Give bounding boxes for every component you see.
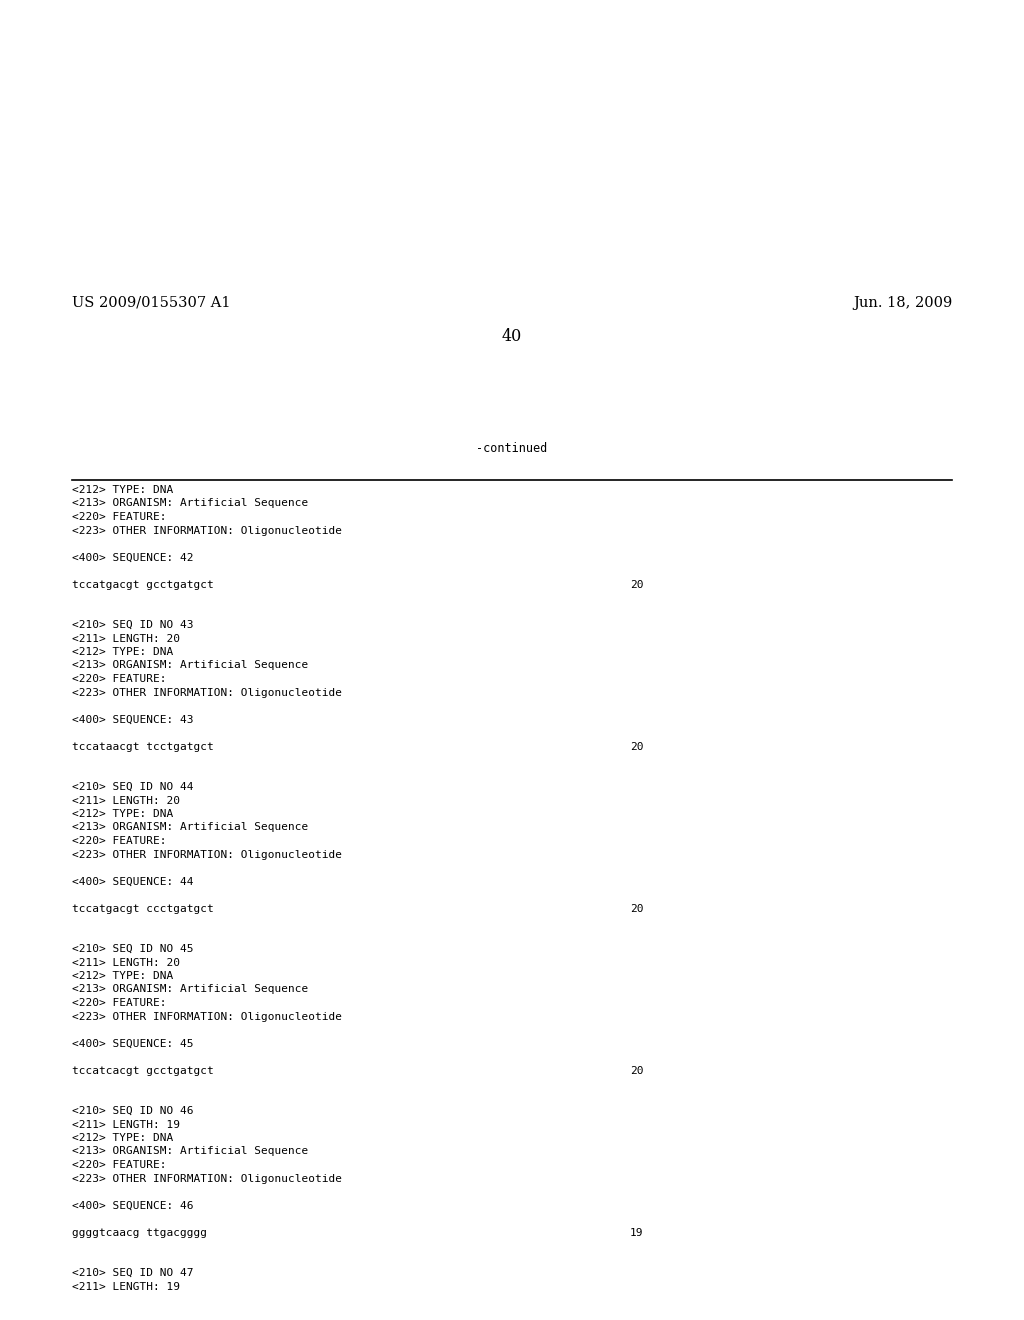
Text: <223> OTHER INFORMATION: Oligonucleotide: <223> OTHER INFORMATION: Oligonucleotide	[72, 525, 342, 536]
Text: <213> ORGANISM: Artificial Sequence: <213> ORGANISM: Artificial Sequence	[72, 660, 308, 671]
Text: <212> TYPE: DNA: <212> TYPE: DNA	[72, 809, 173, 818]
Text: 20: 20	[630, 903, 643, 913]
Text: <210> SEQ ID NO 44: <210> SEQ ID NO 44	[72, 781, 194, 792]
Text: <211> LENGTH: 19: <211> LENGTH: 19	[72, 1119, 180, 1130]
Text: <211> LENGTH: 20: <211> LENGTH: 20	[72, 957, 180, 968]
Text: <212> TYPE: DNA: <212> TYPE: DNA	[72, 647, 173, 657]
Text: Jun. 18, 2009: Jun. 18, 2009	[853, 296, 952, 310]
Text: <212> TYPE: DNA: <212> TYPE: DNA	[72, 484, 173, 495]
Text: 20: 20	[630, 1065, 643, 1076]
Text: tccatgacgt gcctgatgct: tccatgacgt gcctgatgct	[72, 579, 214, 590]
Text: <210> SEQ ID NO 45: <210> SEQ ID NO 45	[72, 944, 194, 954]
Text: tccataacgt tcctgatgct: tccataacgt tcctgatgct	[72, 742, 214, 751]
Text: US 2009/0155307 A1: US 2009/0155307 A1	[72, 296, 230, 310]
Text: tccatcacgt gcctgatgct: tccatcacgt gcctgatgct	[72, 1065, 214, 1076]
Text: <223> OTHER INFORMATION: Oligonucleotide: <223> OTHER INFORMATION: Oligonucleotide	[72, 850, 342, 859]
Text: <210> SEQ ID NO 43: <210> SEQ ID NO 43	[72, 620, 194, 630]
Text: 20: 20	[630, 579, 643, 590]
Text: <211> LENGTH: 20: <211> LENGTH: 20	[72, 634, 180, 644]
Text: <400> SEQUENCE: 42: <400> SEQUENCE: 42	[72, 553, 194, 562]
Text: <211> LENGTH: 19: <211> LENGTH: 19	[72, 1282, 180, 1291]
Text: <223> OTHER INFORMATION: Oligonucleotide: <223> OTHER INFORMATION: Oligonucleotide	[72, 688, 342, 697]
Text: <210> SEQ ID NO 47: <210> SEQ ID NO 47	[72, 1269, 194, 1278]
Text: <400> SEQUENCE: 43: <400> SEQUENCE: 43	[72, 714, 194, 725]
Text: <212> TYPE: DNA: <212> TYPE: DNA	[72, 972, 173, 981]
Text: ggggtcaacg ttgacgggg: ggggtcaacg ttgacgggg	[72, 1228, 207, 1238]
Text: <213> ORGANISM: Artificial Sequence: <213> ORGANISM: Artificial Sequence	[72, 1147, 308, 1156]
Text: -continued: -continued	[476, 442, 548, 455]
Text: tccatgacgt ccctgatgct: tccatgacgt ccctgatgct	[72, 903, 214, 913]
Text: <400> SEQUENCE: 45: <400> SEQUENCE: 45	[72, 1039, 194, 1048]
Text: <213> ORGANISM: Artificial Sequence: <213> ORGANISM: Artificial Sequence	[72, 499, 308, 508]
Text: <210> SEQ ID NO 46: <210> SEQ ID NO 46	[72, 1106, 194, 1115]
Text: <211> LENGTH: 20: <211> LENGTH: 20	[72, 796, 180, 805]
Text: <220> FEATURE:: <220> FEATURE:	[72, 836, 167, 846]
Text: <213> ORGANISM: Artificial Sequence: <213> ORGANISM: Artificial Sequence	[72, 985, 308, 994]
Text: <223> OTHER INFORMATION: Oligonucleotide: <223> OTHER INFORMATION: Oligonucleotide	[72, 1011, 342, 1022]
Text: 19: 19	[630, 1228, 643, 1238]
Text: <223> OTHER INFORMATION: Oligonucleotide: <223> OTHER INFORMATION: Oligonucleotide	[72, 1173, 342, 1184]
Text: <400> SEQUENCE: 46: <400> SEQUENCE: 46	[72, 1200, 194, 1210]
Text: <220> FEATURE:: <220> FEATURE:	[72, 1160, 167, 1170]
Text: <212> TYPE: DNA: <212> TYPE: DNA	[72, 1133, 173, 1143]
Text: 20: 20	[630, 742, 643, 751]
Text: <220> FEATURE:: <220> FEATURE:	[72, 512, 167, 521]
Text: <220> FEATURE:: <220> FEATURE:	[72, 675, 167, 684]
Text: <220> FEATURE:: <220> FEATURE:	[72, 998, 167, 1008]
Text: <213> ORGANISM: Artificial Sequence: <213> ORGANISM: Artificial Sequence	[72, 822, 308, 833]
Text: 40: 40	[502, 327, 522, 345]
Text: <400> SEQUENCE: 44: <400> SEQUENCE: 44	[72, 876, 194, 887]
